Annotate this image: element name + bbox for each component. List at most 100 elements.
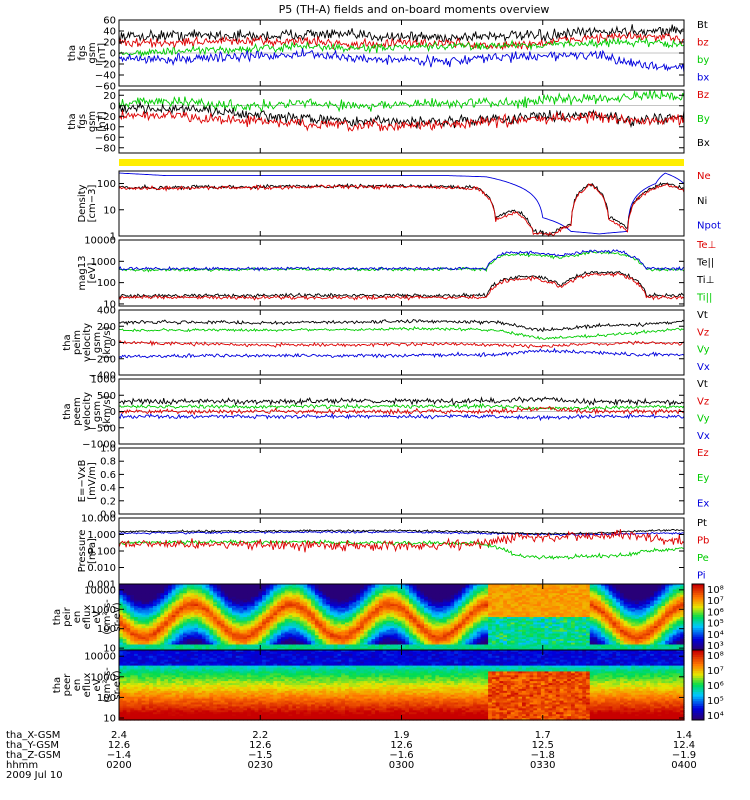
heatmap-cell: [239, 639, 244, 642]
heatmap-cell: [578, 629, 583, 633]
heatmap-cell: [586, 640, 591, 644]
heatmap-cell: [522, 613, 527, 616]
heatmap-cell: [224, 607, 229, 611]
heatmap-cell: [533, 611, 538, 614]
heatmap-cell: [232, 639, 237, 642]
heatmap-cell: [232, 631, 237, 635]
heatmap-cell: [461, 585, 467, 589]
heatmap-cell: [216, 637, 222, 640]
heatmap-cell: [424, 628, 429, 631]
heatmap-cell: [145, 626, 150, 629]
heatmap-cell: [281, 642, 286, 646]
heatmap-cell: [228, 631, 233, 635]
heatmap-cell: [367, 596, 372, 600]
legend-entry: Vt: [697, 379, 708, 390]
heatmap-cell: [555, 591, 561, 594]
heatmap-cell: [152, 607, 158, 611]
heatmap-cell: [175, 587, 180, 591]
heatmap-cell: [152, 591, 158, 594]
heatmap-cell: [254, 587, 259, 591]
heatmap-cell: [578, 639, 583, 642]
heatmap-cell: [141, 606, 146, 609]
heatmap-cell: [284, 640, 290, 644]
heatmap-cell: [269, 635, 275, 638]
heatmap-cell: [168, 602, 173, 605]
heatmap-cell: [194, 607, 199, 611]
heatmap-cell: [435, 604, 440, 607]
heatmap-cell: [258, 613, 263, 616]
heatmap-cell: [480, 624, 485, 627]
heatmap-cell: [341, 602, 346, 605]
heatmap-cell: [518, 642, 523, 646]
heatmap-cell: [480, 585, 485, 589]
heatmap-cell: [582, 613, 587, 616]
heatmap-cell: [555, 596, 561, 600]
heatmap-cell: [205, 591, 210, 594]
heatmap-cell: [409, 595, 414, 598]
heatmap-cell: [179, 628, 184, 631]
series-Vx-line: [118, 412, 685, 422]
heatmap-cell: [314, 617, 320, 620]
heatmap-cell: [303, 624, 308, 627]
heatmap-cell: [322, 629, 327, 633]
heatmap-cell: [326, 602, 331, 605]
heatmap-cell: [499, 617, 504, 620]
heatmap-cell: [589, 584, 595, 587]
heatmap-cell: [503, 644, 508, 647]
heatmap-cell: [559, 593, 565, 596]
heatmap-cell: [386, 589, 391, 592]
heatmap-cell: [427, 611, 433, 614]
heatmap-cell: [247, 639, 252, 642]
heatmap-cell: [537, 637, 542, 640]
heatmap-cell: [277, 618, 282, 622]
heatmap-cell: [458, 618, 463, 622]
heatmap-cell: [179, 596, 184, 600]
heatmap-cell: [224, 631, 229, 635]
y-tick-label: 40: [103, 27, 116, 38]
heatmap-cell: [574, 644, 580, 647]
heatmap-cell: [190, 631, 195, 635]
heatmap-cell: [589, 644, 595, 647]
heatmap-cell: [484, 648, 489, 651]
heatmap-cell: [232, 646, 237, 649]
heatmap-cell: [529, 607, 534, 611]
heatmap-cell: [488, 642, 493, 646]
heatmap-cell: [186, 606, 192, 609]
heatmap-cell: [597, 624, 602, 627]
heatmap-cell: [205, 595, 210, 598]
heatmap-cell: [186, 629, 192, 633]
heatmap-cell: [183, 593, 188, 596]
heatmap-cell: [529, 598, 534, 602]
heatmap-cell: [507, 617, 512, 620]
heatmap-cell: [371, 585, 376, 589]
heatmap-cell: [495, 585, 501, 589]
heatmap-cell: [424, 633, 429, 636]
heatmap-cell: [326, 584, 331, 587]
heatmap-cell: [563, 585, 568, 589]
heatmap-cell: [265, 617, 271, 620]
heatmap-cell: [296, 617, 301, 620]
heatmap-cell: [401, 598, 406, 602]
heatmap-cell: [397, 584, 403, 587]
heatmap-cell: [548, 629, 553, 633]
heatmap-cell: [175, 607, 180, 611]
heatmap-cell: [152, 604, 158, 607]
heatmap-cell: [303, 631, 308, 635]
heatmap-cell: [224, 628, 229, 631]
heatmap-cell: [201, 595, 207, 598]
heatmap-cell: [337, 648, 342, 651]
heatmap-cell: [265, 589, 271, 592]
heatmap-cell: [495, 591, 501, 594]
heatmap-cell: [352, 639, 357, 642]
heatmap-cell: [348, 607, 354, 611]
heatmap-cell: [507, 633, 512, 636]
heatmap-cell: [563, 613, 568, 616]
heatmap-cell: [141, 637, 146, 640]
heatmap-cell: [548, 607, 553, 611]
heatmap-cell: [559, 591, 565, 594]
heatmap-cell: [341, 589, 346, 592]
heatmap-cell: [409, 606, 414, 609]
heatmap-cell: [529, 644, 534, 647]
heatmap-cell: [604, 639, 610, 642]
heatmap-cell: [397, 644, 403, 647]
